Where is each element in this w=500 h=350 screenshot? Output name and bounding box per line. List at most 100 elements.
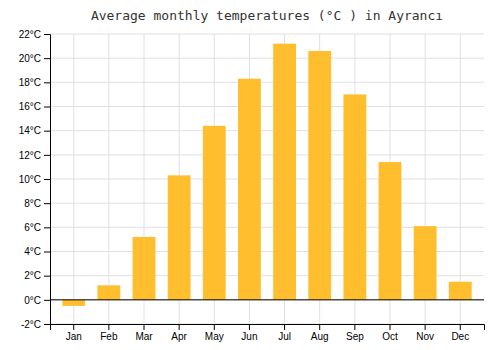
y-tick: 10°C xyxy=(19,174,50,185)
x-tick-mark xyxy=(389,324,390,330)
bar xyxy=(308,51,331,300)
x-tick-label: Feb xyxy=(100,331,118,342)
x-tick-label: Oct xyxy=(382,331,398,342)
x-tick-mark xyxy=(460,324,461,330)
grid-line-y xyxy=(50,34,484,35)
bar xyxy=(168,175,191,299)
x-tick-mark xyxy=(284,324,285,330)
y-tick-mark xyxy=(44,227,50,228)
grid-line-y xyxy=(50,130,484,131)
y-tick: -2°C xyxy=(21,319,50,330)
y-tick-mark xyxy=(44,155,50,156)
y-tick-label: 14°C xyxy=(19,125,41,136)
y-tick-mark xyxy=(44,324,50,325)
y-tick-label: 2°C xyxy=(24,270,41,281)
y-tick: 4°C xyxy=(24,246,50,257)
x-tick-label: Jul xyxy=(278,331,291,342)
grid-line-y xyxy=(50,154,484,155)
y-tick-label: 22°C xyxy=(19,29,41,40)
x-tick-label: Dec xyxy=(451,331,469,342)
x-tick: Sep xyxy=(346,324,364,342)
grid-line-y xyxy=(50,203,484,204)
y-tick-mark xyxy=(44,179,50,180)
y-tick-label: 12°C xyxy=(19,150,41,161)
x-tick-label: Apr xyxy=(171,331,187,342)
y-axis-line xyxy=(44,35,51,325)
x-tick-mark xyxy=(319,324,320,330)
y-tick: 22°C xyxy=(19,29,50,40)
y-tick-label: 16°C xyxy=(19,101,41,112)
y-tick-label: 8°C xyxy=(24,198,41,209)
bar xyxy=(379,162,402,300)
y-tick-mark xyxy=(44,276,50,277)
x-tick: Jun xyxy=(241,324,257,342)
x-tick: Feb xyxy=(100,324,118,342)
y-tick-label: 4°C xyxy=(24,246,41,257)
grid-line-y xyxy=(50,82,484,83)
plot: Jan Feb Mar Apr May Jun Jul Aug Sep Oct Nov Dec -2°C… xyxy=(19,29,485,342)
x-tick-label: Jan xyxy=(66,331,82,342)
x-tick: Nov xyxy=(416,324,434,342)
y-tick: 14°C xyxy=(19,125,50,136)
y-tick-label: 10°C xyxy=(19,174,41,185)
x-tick: Dec xyxy=(451,324,469,342)
bar xyxy=(273,44,296,300)
y-axis: -2°C 0°C 2°C 4°C 6°C 8°C 10°C 12°C 14°C 16°C 18°C 2… xyxy=(19,29,51,330)
x-tick-label: Mar xyxy=(135,331,153,342)
grid-line-x xyxy=(73,34,74,324)
bar xyxy=(343,94,366,299)
y-tick: 0°C xyxy=(24,295,50,306)
grid-line-x xyxy=(460,34,461,324)
x-tick-mark xyxy=(179,324,180,330)
zero-line xyxy=(50,299,484,300)
x-tick-mark xyxy=(354,324,355,330)
y-tick-mark xyxy=(44,58,50,59)
y-tick-label: 6°C xyxy=(24,222,41,233)
y-tick: 16°C xyxy=(19,101,50,112)
x-tick-label: Jun xyxy=(241,331,257,342)
x-tick: May xyxy=(205,324,224,342)
chart-svg: Jan Feb Mar Apr May Jun Jul Aug Sep Oct Nov Dec -2°C… xyxy=(0,0,500,350)
grid-line-x xyxy=(108,34,109,324)
y-tick-mark xyxy=(44,34,50,35)
bar xyxy=(449,282,472,300)
x-tick: Aug xyxy=(311,324,329,342)
x-tick-label: May xyxy=(205,331,224,342)
y-tick: 2°C xyxy=(24,270,50,281)
title: Average monthly temperatures (°C ) in Ay… xyxy=(91,8,443,23)
y-tick: 6°C xyxy=(24,222,50,233)
bars xyxy=(62,44,471,306)
x-tick: Oct xyxy=(382,324,398,342)
y-tick-label: 0°C xyxy=(24,295,41,306)
x-tick-label: Nov xyxy=(416,331,434,342)
y-tick-label: 18°C xyxy=(19,77,41,88)
bar xyxy=(133,237,156,300)
grid-line-y xyxy=(50,58,484,59)
grid-line-y xyxy=(50,179,484,180)
bar xyxy=(97,285,120,300)
x-tick: Apr xyxy=(171,324,187,342)
y-tick-mark xyxy=(44,82,50,83)
x-tick-mark xyxy=(108,324,109,330)
y-tick-mark xyxy=(44,252,50,253)
x-tick: Jul xyxy=(278,324,291,342)
x-tick-label: Sep xyxy=(346,331,364,342)
x-tick: Mar xyxy=(135,324,153,342)
bar xyxy=(238,79,261,300)
x-tick-mark xyxy=(249,324,250,330)
y-tick-mark xyxy=(44,131,50,132)
y-tick: 18°C xyxy=(19,77,50,88)
y-tick: 8°C xyxy=(24,198,50,209)
y-tick-mark xyxy=(44,203,50,204)
y-tick-label: -2°C xyxy=(21,319,41,330)
chart-container: Jan Feb Mar Apr May Jun Jul Aug Sep Oct Nov Dec -2°C… xyxy=(0,0,500,350)
y-tick-mark xyxy=(44,107,50,108)
y-tick-mark xyxy=(44,300,50,301)
bar xyxy=(203,126,226,300)
y-tick-label: 20°C xyxy=(19,53,41,64)
grid xyxy=(50,34,484,324)
x-axis: Jan Feb Mar Apr May Jun Jul Aug Sep Oct Nov Dec xyxy=(51,324,485,342)
x-tick-mark xyxy=(214,324,215,330)
x-axis-line xyxy=(51,325,485,331)
x-tick-label: Aug xyxy=(311,331,329,342)
